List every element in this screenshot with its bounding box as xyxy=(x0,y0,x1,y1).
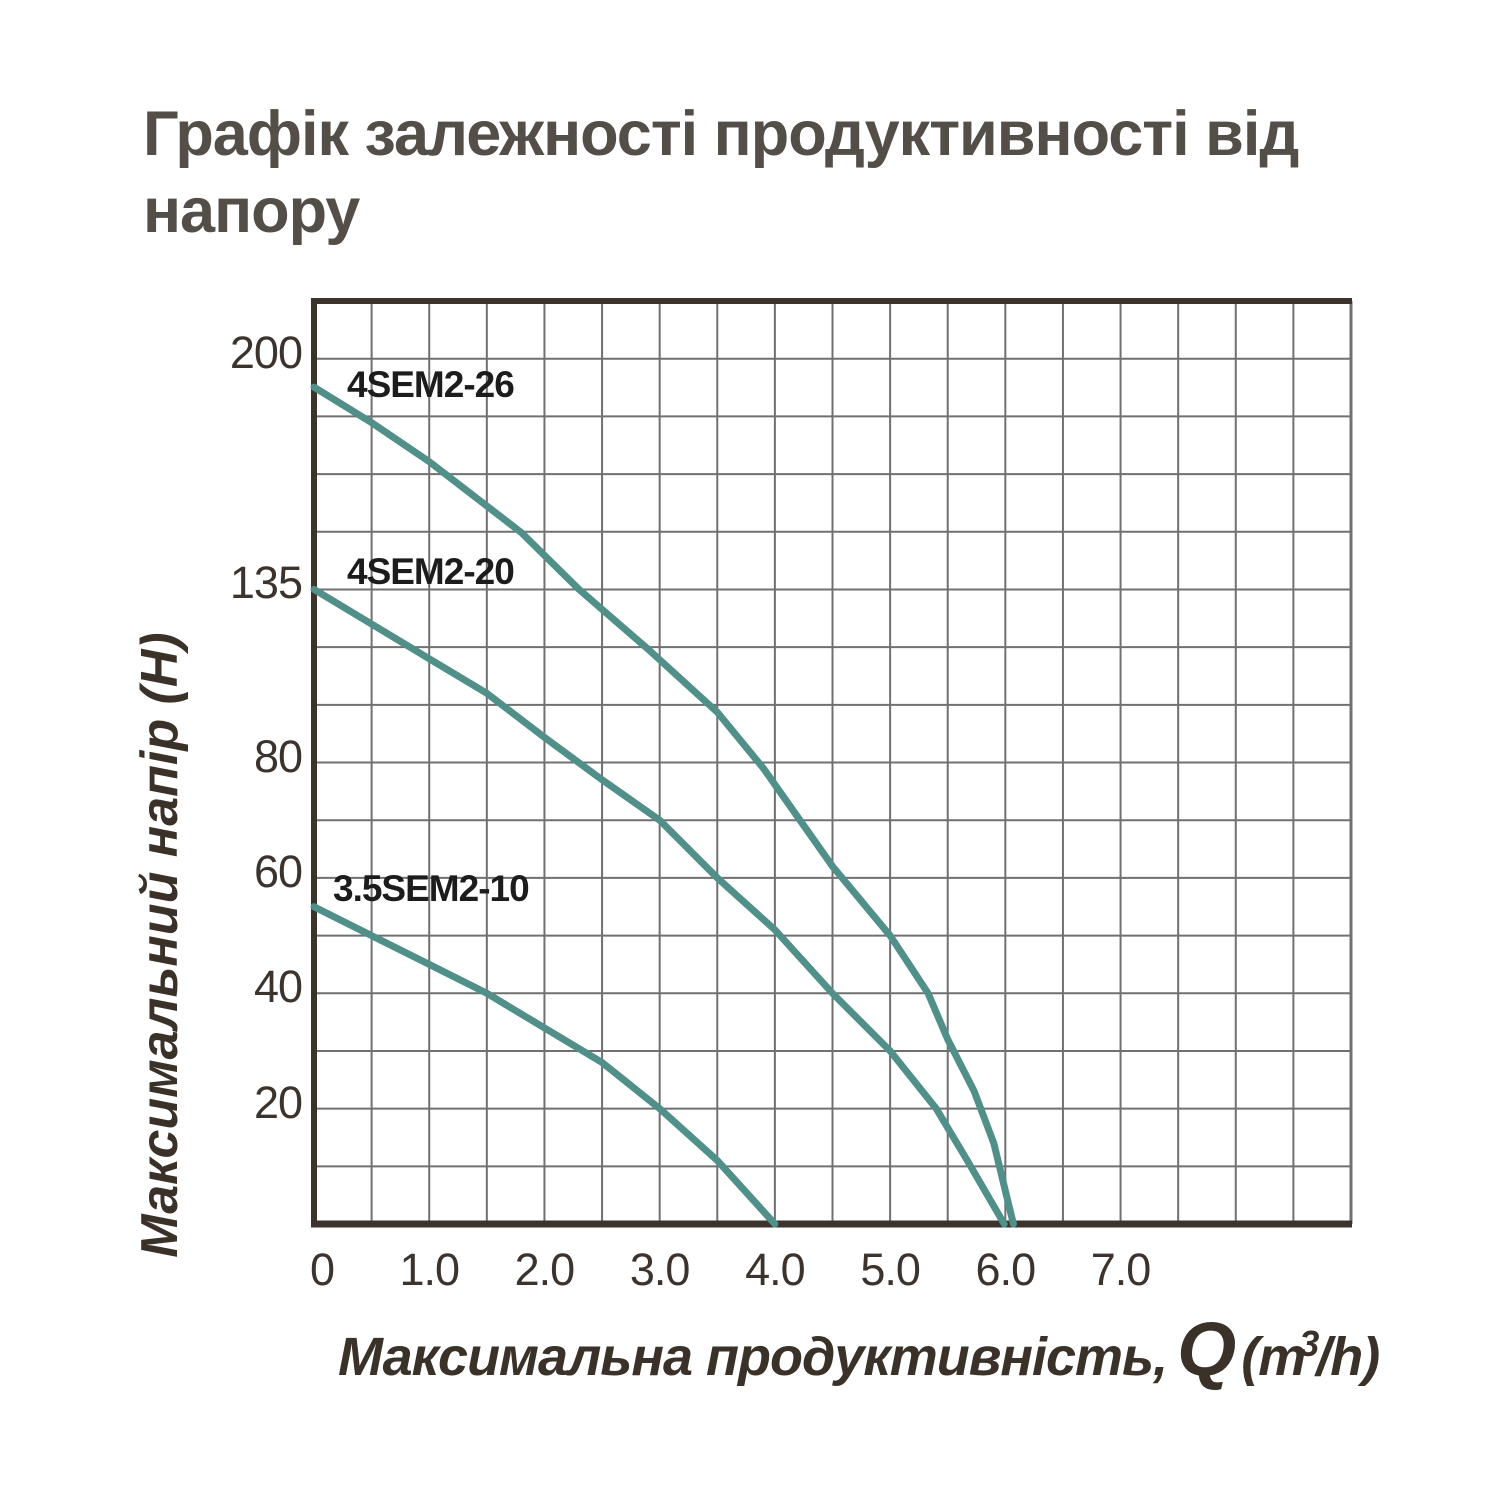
curve-4SEM2-20 xyxy=(310,585,1008,1228)
x-axis-unit-open: (m xyxy=(1241,1327,1306,1387)
x-tick-4.0: 4.0 xyxy=(745,1244,806,1295)
x-tick-1.0: 1.0 xyxy=(399,1244,460,1295)
x-tick-0: 0 xyxy=(309,1244,335,1295)
curve-4SEM2-26 xyxy=(310,383,1017,1228)
curve-3.5SEM2-10 xyxy=(310,903,779,1228)
x-tick-6.0: 6.0 xyxy=(975,1244,1037,1295)
x-axis-title: Максимальна продуктивність, Q (m3/h) xyxy=(338,1306,1380,1393)
y-tick-20: 20 xyxy=(253,1076,303,1128)
page-title: Графік залежності продуктивності від нап… xyxy=(143,99,1299,246)
y-tick-60: 60 xyxy=(253,845,303,897)
y-tick-80: 80 xyxy=(253,730,303,782)
x-tick-3.0: 3.0 xyxy=(629,1244,691,1295)
x-axis-title-text: Максимальна продуктивність, xyxy=(338,1327,1168,1387)
y-tick-135: 135 xyxy=(229,557,303,609)
curve-label-3.5SEM2-10: 3.5SEM2-10 xyxy=(333,868,530,909)
x-tick-5.0: 5.0 xyxy=(860,1244,921,1295)
x-tick-7.0: 7.0 xyxy=(1090,1244,1152,1295)
y-tick-40: 40 xyxy=(253,961,303,1013)
x-tick-2.0: 2.0 xyxy=(514,1244,576,1295)
curve-label-4SEM2-20: 4SEM2-20 xyxy=(347,551,515,592)
curve-label-4SEM2-26: 4SEM2-26 xyxy=(347,364,515,405)
x-axis-q-symbol: Q xyxy=(1177,1307,1236,1392)
x-axis-unit-exponent: 3 xyxy=(1299,1323,1319,1364)
y-tick-200: 200 xyxy=(229,326,303,378)
x-axis-unit-close: /h) xyxy=(1316,1327,1380,1387)
